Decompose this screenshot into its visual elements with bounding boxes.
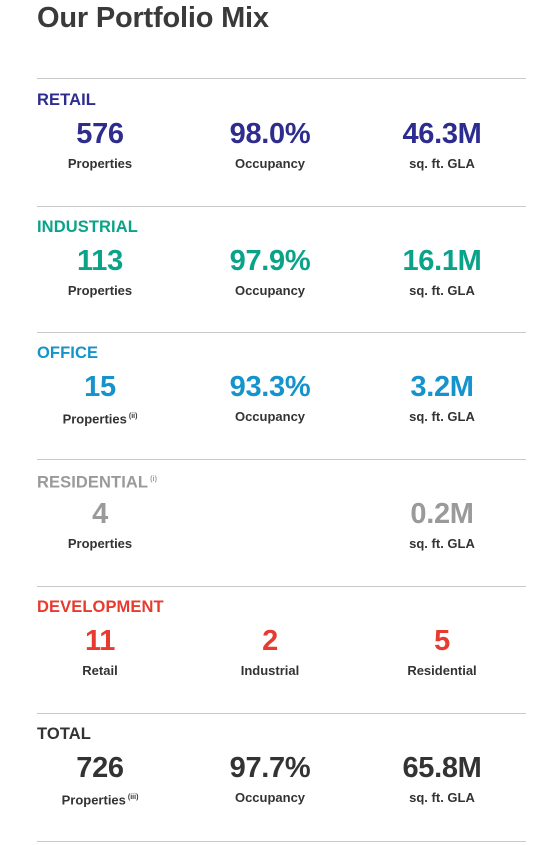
stat-label: Properties xyxy=(67,156,133,171)
divider xyxy=(37,206,526,207)
stat-label: sq. ft. GLA xyxy=(409,283,475,298)
stat-total-properties: 726 Properties (iii) xyxy=(15,752,185,807)
section-industrial: INDUSTRIAL 113 Properties 97.9% Occupanc… xyxy=(37,217,526,298)
stat-industrial-occupancy: 97.9% Occupancy xyxy=(185,245,355,298)
footnote-marker: (iii) xyxy=(127,794,139,801)
divider xyxy=(37,841,526,842)
stat-value: 16.1M xyxy=(402,245,482,277)
stat-label: Occupancy xyxy=(234,409,306,424)
stat-office-occupancy: 93.3% Occupancy xyxy=(185,371,355,424)
stat-residential-gla: 0.2M sq. ft. GLA xyxy=(357,498,527,551)
stat-label: Industrial xyxy=(240,663,300,678)
stats-retail: 576 Properties 98.0% Occupancy 46.3M sq.… xyxy=(37,118,526,178)
stats-office: 15 Properties (ii) 93.3% Occupancy 3.2M s… xyxy=(37,371,526,431)
stats-development: 11 Retail 2 Industrial 5 Residential xyxy=(37,625,526,685)
stat-label: Occupancy xyxy=(234,156,306,171)
stat-label: Properties (ii) xyxy=(15,409,185,426)
section-heading-total: TOTAL xyxy=(37,725,91,743)
stat-value: 5 xyxy=(434,625,450,657)
stat-label: Properties xyxy=(67,283,133,298)
divider xyxy=(37,459,526,460)
divider xyxy=(37,713,526,714)
stat-value: 97.9% xyxy=(229,245,311,277)
stat-industrial-properties: 113 Properties xyxy=(15,245,185,298)
section-residential: RESIDENTIAL (i) 4 Properties 0.2M sq. ft.… xyxy=(37,470,526,552)
stat-value: 65.8M xyxy=(402,752,482,784)
stat-label: Retail xyxy=(82,663,118,678)
stat-label: sq. ft. GLA xyxy=(409,536,475,551)
stat-industrial-gla: 16.1M sq. ft. GLA xyxy=(357,245,527,298)
divider xyxy=(37,586,526,587)
stat-value: 4 xyxy=(92,498,108,530)
stat-value: 2 xyxy=(262,625,278,657)
stats-residential: 4 Properties 0.2M sq. ft. GLA xyxy=(37,498,526,558)
section-total: TOTAL 726 Properties (iii) 97.7% Occupanc… xyxy=(37,724,526,807)
stat-development-industrial: 2 Industrial xyxy=(185,625,355,678)
stat-office-gla: 3.2M sq. ft. GLA xyxy=(357,371,527,424)
stat-development-retail: 11 Retail xyxy=(15,625,185,678)
stat-value: 113 xyxy=(77,245,123,277)
stats-industrial: 113 Properties 97.9% Occupancy 16.1M sq.… xyxy=(37,245,526,305)
stat-total-gla: 65.8M sq. ft. GLA xyxy=(357,752,527,805)
page-title: Our Portfolio Mix xyxy=(37,2,269,34)
stat-value: 15 xyxy=(84,371,116,403)
stat-value: 576 xyxy=(76,118,124,150)
stat-value: 97.7% xyxy=(229,752,311,784)
stats-total: 726 Properties (iii) 97.7% Occupancy 65.8… xyxy=(37,752,526,812)
stat-label: sq. ft. GLA xyxy=(409,409,475,424)
stat-label: sq. ft. GLA xyxy=(409,790,475,805)
stat-label: Properties xyxy=(67,536,133,551)
stat-label: Occupancy xyxy=(234,283,306,298)
section-heading-industrial: INDUSTRIAL xyxy=(37,218,138,236)
footnote-marker: (ii) xyxy=(128,413,138,420)
stat-label: Occupancy xyxy=(234,790,306,805)
divider xyxy=(37,78,526,79)
stat-office-properties: 15 Properties (ii) xyxy=(15,371,185,426)
stat-value: 726 xyxy=(76,752,124,784)
stat-retail-occupancy: 98.0% Occupancy xyxy=(185,118,355,171)
stat-value: 11 xyxy=(84,625,116,657)
stat-value: 46.3M xyxy=(402,118,482,150)
section-retail: RETAIL 576 Properties 98.0% Occupancy 46… xyxy=(37,90,526,171)
stat-total-occupancy: 97.7% Occupancy xyxy=(185,752,355,805)
section-office: OFFICE 15 Properties (ii) 93.3% Occupancy… xyxy=(37,343,526,426)
stat-residential-properties: 4 Properties xyxy=(15,498,185,551)
section-heading-development: DEVELOPMENT xyxy=(37,598,164,616)
footnote-marker: (i) xyxy=(150,476,158,483)
stat-label: sq. ft. GLA xyxy=(409,156,475,171)
stat-retail-properties: 576 Properties xyxy=(15,118,185,171)
stat-label: Residential xyxy=(407,663,477,678)
stat-retail-gla: 46.3M sq. ft. GLA xyxy=(357,118,527,171)
stat-value: 3.2M xyxy=(410,371,474,403)
stat-value: 93.3% xyxy=(229,371,311,403)
section-heading-office: OFFICE xyxy=(37,344,99,362)
stat-label-text: Properties xyxy=(62,411,127,427)
section-heading-text: RESIDENTIAL xyxy=(37,473,149,492)
divider xyxy=(37,332,526,333)
stat-value: 0.2M xyxy=(410,498,474,530)
stat-development-residential: 5 Residential xyxy=(357,625,527,678)
stat-label-text: Properties xyxy=(61,792,126,808)
section-heading-retail: RETAIL xyxy=(37,91,96,109)
section-heading-residential: RESIDENTIAL (i) xyxy=(37,470,526,492)
section-development: DEVELOPMENT 11 Retail 2 Industrial 5 Res… xyxy=(37,597,526,678)
stat-label: Properties (iii) xyxy=(15,790,185,807)
stat-value: 98.0% xyxy=(229,118,311,150)
